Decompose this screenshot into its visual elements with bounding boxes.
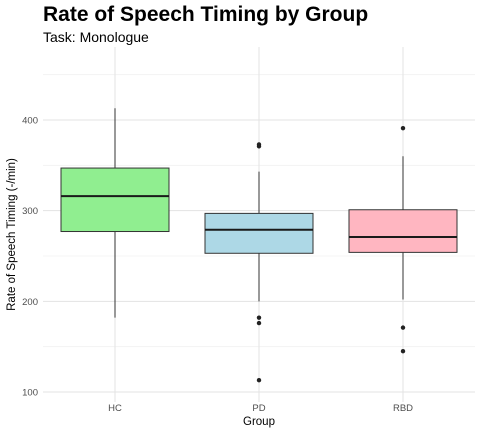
x-axis: HC PD RBD <box>108 403 413 414</box>
x-tick-label: RBD <box>393 403 413 414</box>
x-axis-title: Group <box>243 416 275 428</box>
outlier-point <box>256 315 262 320</box>
outlier-point <box>256 320 262 326</box>
boxes <box>60 108 458 383</box>
box-hc <box>60 108 170 318</box>
chart-title: Rate of Speech Timing by Group <box>43 3 369 26</box>
y-axis: 100 200 300 400 <box>22 116 38 399</box>
x-tick-label: HC <box>108 403 122 414</box>
y-tick-label: 100 <box>22 388 38 399</box>
y-tick-label: 400 <box>22 116 38 127</box>
chart-subtitle: Task: Monologue <box>43 29 149 45</box>
outlier-point <box>256 142 262 147</box>
iqr-box <box>348 209 458 253</box>
box-pd <box>204 142 314 383</box>
y-axis-title: Rate of Speech Timing (-/min) <box>6 158 18 311</box>
iqr-box <box>204 212 314 254</box>
outlier-point <box>400 125 406 131</box>
outlier-point <box>256 378 262 383</box>
iqr-box <box>60 167 170 233</box>
x-tick-label: PD <box>252 403 265 414</box>
y-tick-label: 200 <box>22 297 38 308</box>
y-tick-label: 300 <box>22 206 38 217</box>
outlier-point <box>400 349 406 354</box>
outlier-point <box>400 325 406 330</box>
box-rbd <box>348 125 458 354</box>
